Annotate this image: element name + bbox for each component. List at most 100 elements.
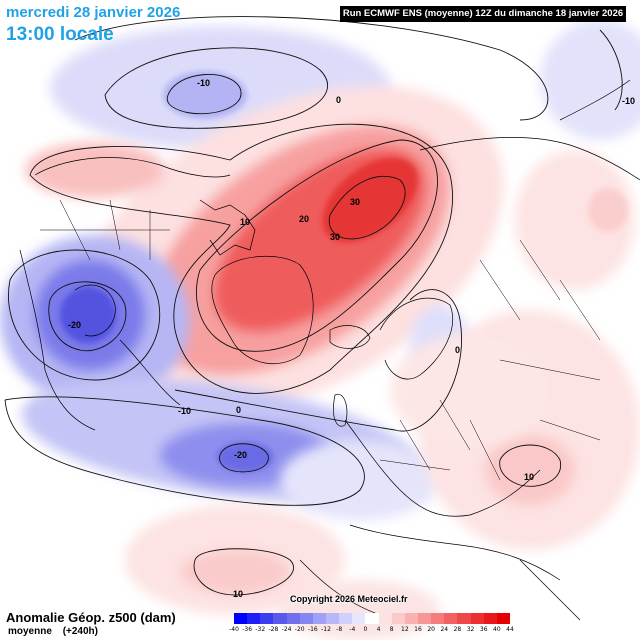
- contour-label: -20: [234, 450, 247, 460]
- color-scale-tick-label: -20: [294, 626, 305, 633]
- color-scale-tick-label: 16: [414, 626, 422, 633]
- color-scale-swatch: [431, 613, 445, 624]
- color-scale-legend: -40 -36 -32 -28 -24 -20 -16 -12 -8 -4 0 4 8 12 16 20 24 2…: [229, 613, 514, 638]
- contour-label: 10: [524, 472, 534, 482]
- run-info-banner: Run ECMWF ENS (moyenne) 12Z du dimanche …: [340, 6, 626, 22]
- contour-pacific-right: [599, 29, 623, 111]
- color-scale-labels: -40 -36 -32 -28 -24 -20 -16 -12 -8 -4 0 4 8 12 16 20 24 2…: [229, 626, 514, 636]
- color-scale-swatch: [312, 613, 326, 624]
- forecast-date: mercredi 28 janvier 2026: [6, 4, 181, 21]
- coast-scandinavia: [379, 297, 453, 380]
- contour-label: 30: [350, 197, 360, 207]
- contour-positive-10: [29, 123, 453, 394]
- color-scale-swatch: [483, 613, 497, 624]
- border-us-canada: [40, 199, 170, 261]
- contour-label: 10: [240, 217, 250, 227]
- color-scale-swatch: [273, 613, 287, 624]
- coast-labrador: [119, 339, 181, 406]
- coast-africa: [299, 559, 381, 616]
- anomaly-fill-layer: [0, 20, 640, 640]
- contour-north-pacific-outer: [104, 47, 328, 129]
- coast-uk: [333, 393, 348, 427]
- contour-atlantic-zero: [174, 289, 462, 432]
- color-scale-swatch: [260, 613, 274, 624]
- contour-atlantic-minus-20: [219, 443, 269, 473]
- forecast-time: 13:00 locale: [6, 24, 114, 45]
- negative-anomaly-europe: [280, 440, 440, 520]
- color-scale-tick-label: -8: [336, 626, 343, 633]
- coast-siberia: [419, 137, 640, 181]
- contour-label: -10: [622, 96, 635, 106]
- coast-canada-arctic: [199, 199, 256, 256]
- contour-atlantic-minus-10: [4, 396, 365, 506]
- negative-anomaly-atlantic-core: [217, 442, 273, 472]
- coast-arabia: [519, 559, 581, 621]
- negative-anomaly-pacific-right: [540, 20, 640, 140]
- positive-anomaly-west-canada: [25, 142, 165, 198]
- color-scale-swatch: [378, 613, 392, 624]
- color-scale-swatch: [339, 613, 353, 624]
- positive-anomaly-north-africa: [280, 580, 440, 640]
- color-scale-tick-label: -28: [268, 626, 279, 633]
- color-scale-tick-label: -16: [307, 626, 318, 633]
- copyright-text: Copyright 2026 Meteociel.fr: [290, 594, 408, 604]
- coast-greenland: [211, 255, 314, 364]
- contour-label: 0: [336, 95, 341, 105]
- contour-label: -10: [178, 406, 191, 416]
- color-scale-tick-label: 4: [376, 626, 381, 633]
- color-scale-tick-label: -24: [281, 626, 292, 633]
- color-scale-swatch: [470, 613, 484, 624]
- color-scale-swatch: [325, 613, 340, 624]
- positive-anomaly-siberia-core: [588, 188, 628, 232]
- color-scale-tick-label: 32: [466, 626, 475, 633]
- color-scale-tick-label: -40: [229, 626, 239, 633]
- contour-label: 20: [299, 214, 309, 224]
- coast-asia-east: [559, 79, 631, 121]
- color-scale-swatch: [299, 613, 313, 624]
- subtitle-lead-time: (+240h): [62, 626, 98, 637]
- color-scale-tick-label: 36: [479, 626, 488, 633]
- negative-anomaly-hudson-core: [60, 287, 116, 343]
- contour-south-10: [193, 548, 294, 596]
- coast-iceland: [329, 325, 371, 349]
- color-scale-tick-label: 44: [506, 626, 514, 633]
- contour-label: 0: [455, 345, 460, 355]
- contour-label: -20: [68, 320, 81, 330]
- color-scale-tick-label: 20: [427, 626, 435, 633]
- subtitle-mean: moyenne: [8, 626, 52, 637]
- positive-anomaly-atlantic-south-core: [180, 550, 290, 594]
- coastlines: [19, 79, 640, 621]
- color-scale-tick-label: 8: [389, 626, 394, 633]
- color-scale-swatch: [417, 613, 432, 624]
- coast-europe: [344, 419, 541, 517]
- color-scale-swatch: [404, 613, 418, 624]
- color-scale-swatch: [286, 613, 300, 624]
- color-scale-swatch: [352, 613, 366, 624]
- color-scale-tick-label: 24: [440, 626, 449, 633]
- color-scale-swatch: [391, 613, 405, 624]
- color-scale-swatch: [365, 613, 379, 624]
- border-europe: [379, 399, 501, 481]
- color-scale-tick-label: 0: [363, 626, 368, 633]
- contour-hudson-outer: [8, 249, 161, 381]
- coast-north-america-west: [19, 249, 96, 431]
- color-scale-tick-label: 40: [493, 626, 501, 633]
- positive-anomaly-core: [322, 157, 418, 243]
- color-scale-swatch: [444, 613, 458, 624]
- contour-label: 10: [233, 589, 243, 599]
- positive-anomaly-siberia: [515, 150, 635, 290]
- contour-label: -10: [197, 78, 210, 88]
- color-scale-tick-label: -4: [349, 626, 356, 633]
- positive-anomaly-asia-core: [485, 435, 575, 505]
- color-scale-swatch: [247, 613, 261, 624]
- contour-lines: [4, 16, 623, 596]
- contour-hudson-inner: [48, 281, 127, 352]
- contour-label: 0: [236, 405, 241, 415]
- color-scale-bar: [234, 613, 510, 624]
- positive-anomaly-europe-east: [390, 335, 550, 445]
- map-subtitle: moyenne (+240h): [8, 626, 106, 637]
- color-scale-tick-label: 28: [453, 626, 462, 633]
- color-scale-tick-label: -36: [242, 626, 253, 633]
